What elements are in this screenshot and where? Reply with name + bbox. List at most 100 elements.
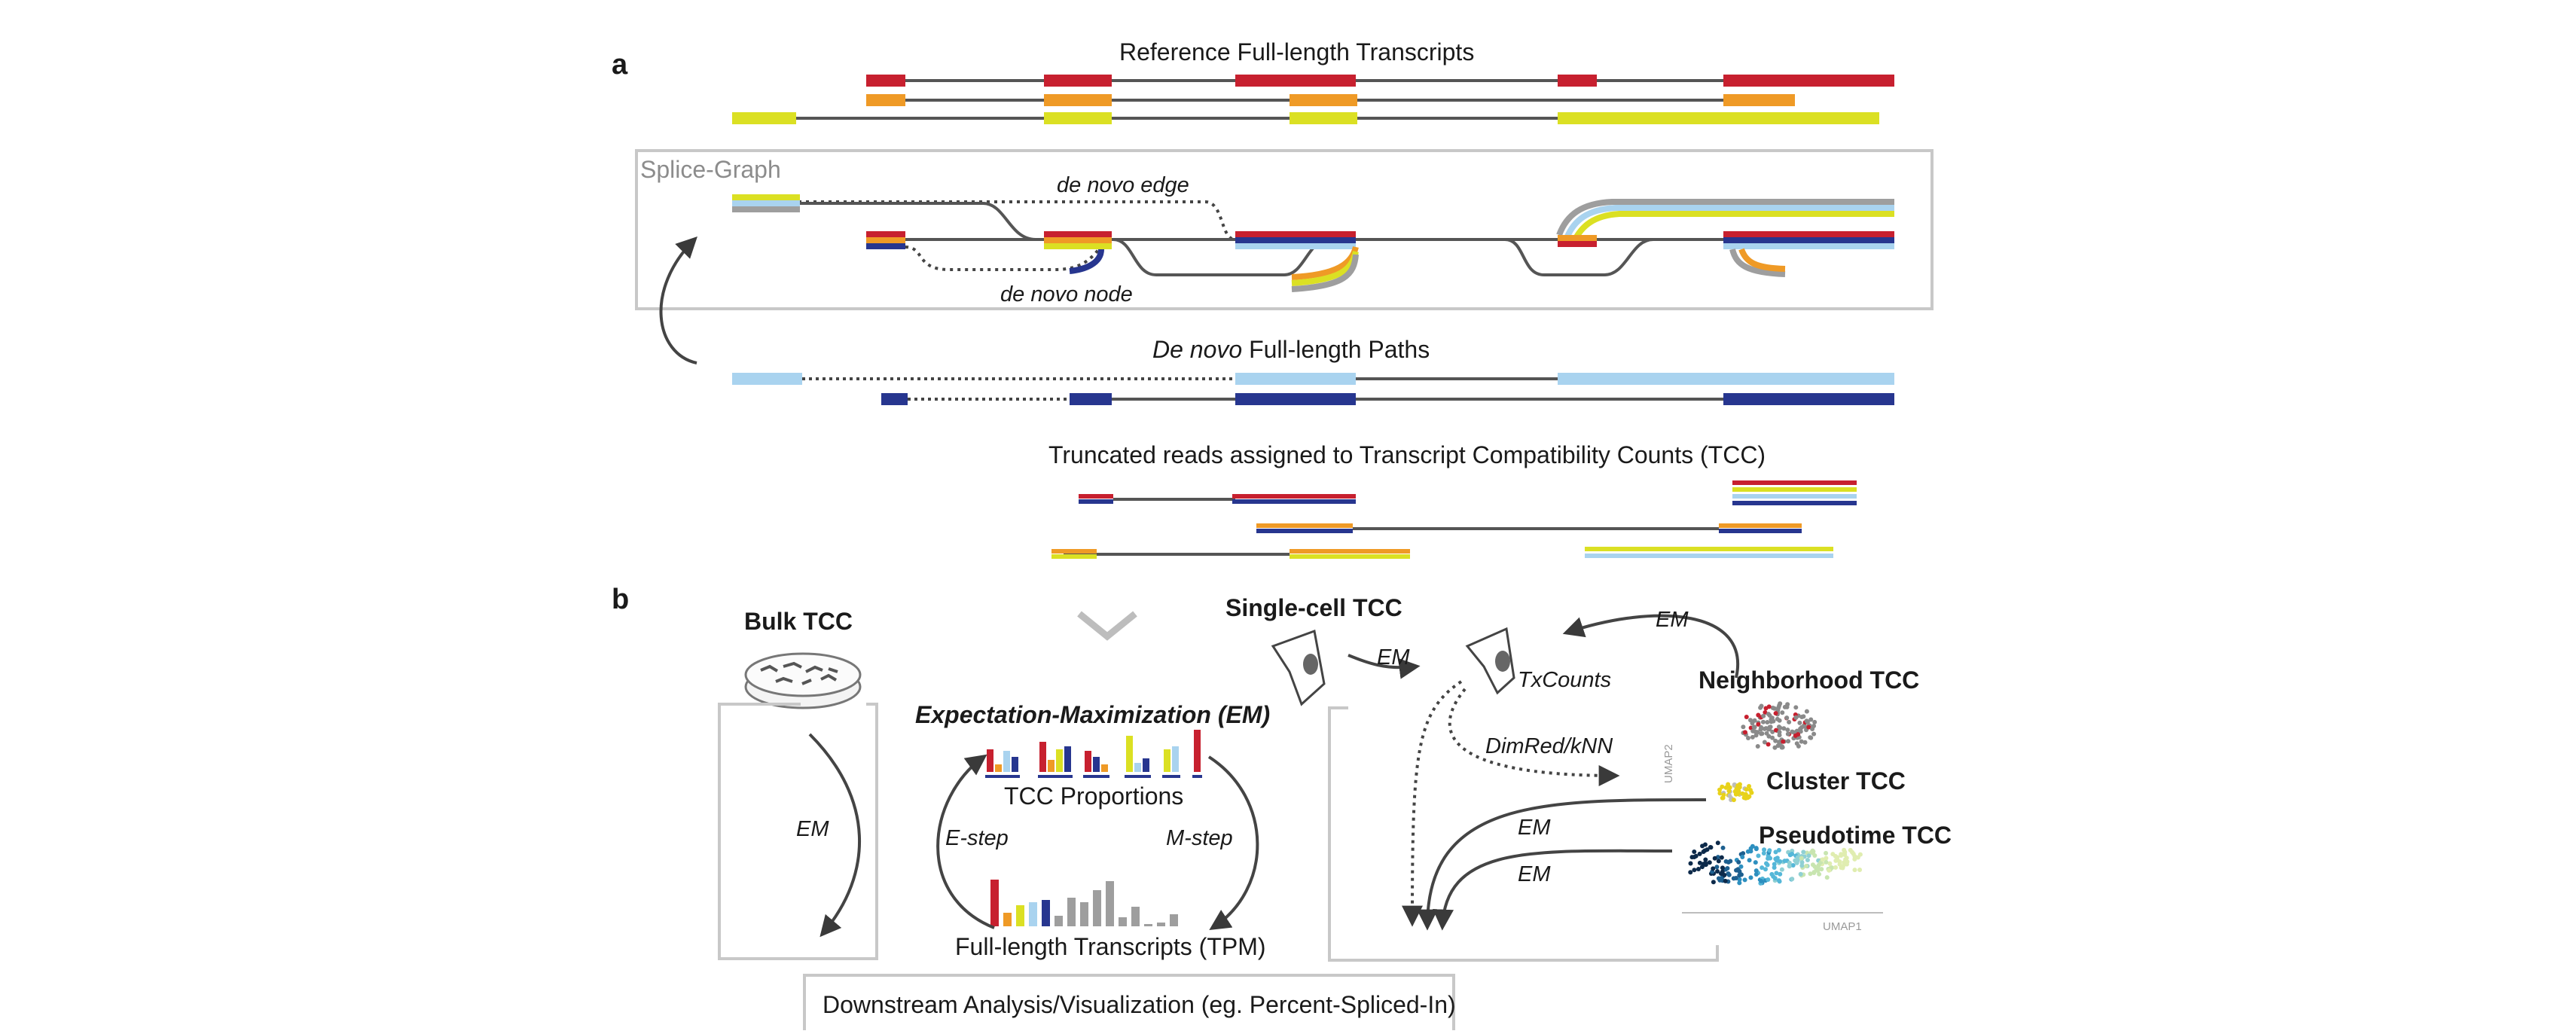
cluster-point xyxy=(1840,865,1845,871)
tpm-bar xyxy=(1170,914,1178,926)
cluster-point xyxy=(1811,731,1817,737)
cluster-point xyxy=(1824,856,1829,861)
tcc-bar xyxy=(1172,746,1179,772)
cluster-point xyxy=(1766,734,1772,739)
cluster-point xyxy=(1785,731,1790,737)
de-novo-edge-label: de novo edge xyxy=(1057,173,1189,197)
cluster-point xyxy=(1790,877,1795,882)
cluster-point xyxy=(1839,852,1844,857)
cluster-point xyxy=(1753,872,1759,877)
cluster-point xyxy=(1697,851,1702,856)
cluster-point xyxy=(1769,871,1775,877)
cluster-point xyxy=(1727,785,1732,790)
cluster-point xyxy=(1747,784,1752,789)
tcc-bar xyxy=(1093,757,1100,772)
cluster-point xyxy=(1737,877,1742,882)
tcc-bar-underline xyxy=(1192,775,1202,778)
cluster-point xyxy=(1799,739,1804,744)
tpm-bar xyxy=(1016,905,1024,926)
cluster-point xyxy=(1744,714,1749,719)
cluster-point xyxy=(1766,704,1772,709)
cluster-point xyxy=(1747,788,1753,793)
de-novo-paths-title-italic: De novo xyxy=(1152,336,1242,363)
cluster-point xyxy=(1773,727,1778,733)
downstream-label: Downstream Analysis/Visualization (eg. P… xyxy=(823,991,1456,1018)
cluster-point xyxy=(1699,865,1705,870)
tpm-bar xyxy=(1055,916,1063,926)
cluster-point xyxy=(1753,846,1759,852)
cell-icon xyxy=(1271,629,1326,706)
cluster-point xyxy=(1794,860,1799,865)
tcc-proportions-chart xyxy=(985,730,1202,778)
cluster-point xyxy=(1707,860,1712,865)
cluster-point xyxy=(1703,857,1708,862)
em-title: Expectation-Maximization (EM) xyxy=(915,701,1270,728)
tpm-bar xyxy=(1042,900,1050,926)
cluster-point xyxy=(1769,719,1774,724)
cluster-point xyxy=(1738,864,1744,869)
tpm-bar xyxy=(1144,924,1152,926)
panel-b-label: b xyxy=(612,584,629,615)
cluster-point xyxy=(1857,868,1863,873)
cluster-point xyxy=(1793,733,1798,738)
cluster-point xyxy=(1697,860,1702,865)
cluster-point xyxy=(1717,791,1723,796)
cluster-point xyxy=(1750,721,1755,726)
cluster-point xyxy=(1761,851,1766,856)
tpm-bar xyxy=(1080,902,1088,926)
cluster-point xyxy=(1762,726,1767,731)
tpm-bar xyxy=(1106,881,1114,926)
cluster-point xyxy=(1782,704,1787,709)
cluster-point xyxy=(1695,867,1701,872)
cluster-point xyxy=(1742,730,1747,735)
cluster-point xyxy=(1703,861,1708,866)
cluster-point xyxy=(1715,868,1720,874)
tcc-bar-underline xyxy=(1083,775,1109,778)
tcc-bar xyxy=(1126,736,1133,772)
tcc-title: Truncated reads assigned to Transcript C… xyxy=(1048,441,1766,468)
splice-graph: de novo edge de novo node xyxy=(732,173,1894,307)
cluster-point xyxy=(1778,871,1783,877)
cluster-point xyxy=(1786,739,1791,744)
de-novo-paths xyxy=(732,373,1894,405)
cluster-point xyxy=(1842,847,1847,853)
tpm-bar xyxy=(1067,898,1076,926)
cluster-point xyxy=(1720,784,1725,789)
cluster-point xyxy=(1824,859,1829,865)
cluster-point xyxy=(1755,743,1760,749)
tpm-bar xyxy=(1093,890,1101,926)
tpm-bar xyxy=(1157,923,1165,926)
cluster-point xyxy=(1770,729,1775,734)
cluster-point xyxy=(1773,738,1778,743)
cluster-point xyxy=(1787,863,1792,868)
tcc-bar xyxy=(1194,730,1201,772)
cluster-point xyxy=(1762,740,1767,745)
cluster-point xyxy=(1717,787,1723,792)
tcc-bar xyxy=(1012,757,1018,772)
cluster-point xyxy=(1774,871,1779,876)
cluster-point xyxy=(1810,726,1815,731)
txcounts-label: TxCounts xyxy=(1518,668,1611,692)
neighborhood-tcc-label: Neighborhood TCC xyxy=(1699,666,1919,694)
cluster-point xyxy=(1716,859,1721,864)
tcc-bar xyxy=(995,764,1002,772)
cluster-point xyxy=(1716,876,1721,881)
cluster-point xyxy=(1702,842,1708,847)
cluster-point xyxy=(1745,736,1750,741)
sc-em-label: EM xyxy=(1377,645,1410,670)
cluster-point xyxy=(1781,739,1786,744)
cluster-point xyxy=(1793,715,1799,720)
umap2-axis-label: UMAP2 xyxy=(1662,744,1675,783)
cluster-point xyxy=(1753,733,1759,738)
cluster-point xyxy=(1833,858,1839,863)
cluster-point xyxy=(1720,869,1725,874)
cluster-point xyxy=(1776,847,1781,853)
cluster-point xyxy=(1765,720,1770,725)
cluster-point xyxy=(1712,856,1717,861)
cluster-point xyxy=(1801,714,1806,719)
cluster-point xyxy=(1721,792,1726,798)
de-novo-paths-title-rest: Full-length Paths xyxy=(1242,336,1430,363)
cluster-point xyxy=(1790,863,1796,868)
cluster-point xyxy=(1775,743,1781,749)
